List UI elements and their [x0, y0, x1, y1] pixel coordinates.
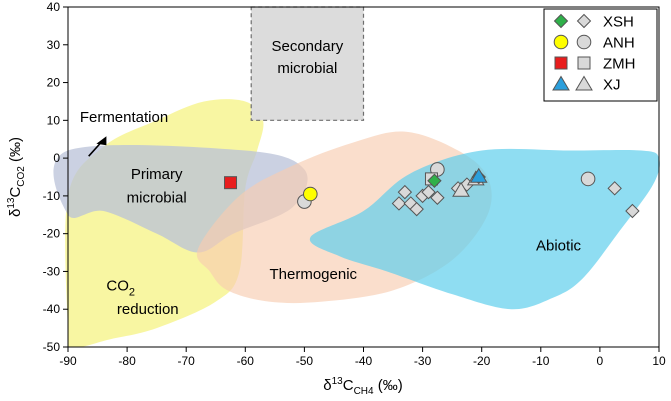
legend-marker-xj	[552, 75, 570, 91]
x-tick-label: -30	[414, 354, 432, 368]
y-tick-label: 30	[47, 38, 61, 52]
y-tick-label: 0	[53, 151, 60, 165]
x-tick-label: -80	[118, 354, 136, 368]
y-tick-label: -20	[43, 227, 61, 241]
point-xsh-grey	[421, 184, 436, 200]
point-xsh	[427, 173, 442, 188]
y-tick-label: -30	[43, 264, 61, 278]
label-co2-reduction: CO2	[106, 277, 135, 298]
secondary-microbial-layer	[250, 6, 365, 121]
point-anh-grey	[580, 171, 596, 187]
region-layer	[53, 99, 660, 348]
y-tick-label: 10	[47, 113, 61, 127]
point-xsh-grey	[607, 181, 622, 196]
legend-marker-zmh	[554, 56, 568, 70]
legend-marker-zmh-grey	[577, 56, 591, 70]
legend-marker-xj-grey	[575, 75, 593, 91]
x-tick-label: -50	[296, 354, 314, 368]
axis-title-layer: δ13CCH4 (‰) δ13CCO2 (‰)	[6, 137, 403, 397]
label-abiotic: Abiotic	[536, 238, 582, 255]
x-tick-label: -90	[59, 354, 77, 368]
y-tick-label: 20	[47, 76, 61, 90]
data-point-layer	[224, 162, 640, 219]
y-tick-label: -50	[43, 340, 61, 354]
x-axis-title: δ13CCH4 (‰)	[323, 376, 403, 397]
legend-marker-xsh	[553, 13, 569, 29]
region-abiotic	[309, 148, 660, 310]
label-primary-microbial: Primary	[131, 166, 183, 183]
legend-marker-anh-grey	[576, 34, 592, 50]
axes-layer: -90 -80 -70 -60 -50 -40 -30 -20 -10 0 10 -50 -40 -30 -…	[43, 0, 666, 368]
point-xj-grey	[452, 181, 470, 197]
y-tick-label: -10	[43, 189, 61, 203]
point-anh	[303, 186, 318, 202]
label-secondary-microbial: Secondary	[271, 38, 343, 55]
point-xsh-grey	[409, 201, 424, 217]
legend-label-anh: ANH	[603, 35, 635, 52]
point-xsh-grey	[430, 190, 445, 205]
region-label-layer: Secondary microbial Primary microbial Thermo…	[80, 38, 582, 318]
label-co2-reduction: reduction	[117, 301, 179, 318]
y-tick-label: -40	[43, 302, 61, 316]
label-thermogenic: Thermogenic	[269, 266, 357, 283]
x-tick-label: -40	[355, 354, 373, 368]
fermentation-arrowhead	[96, 136, 107, 146]
x-tick-label: -60	[237, 354, 255, 368]
legend-label-zmh: ZMH	[603, 56, 636, 73]
point-xsh-grey	[391, 196, 407, 211]
legend: XSH ANH ZMH XJ	[543, 8, 658, 102]
x-tick-label: -10	[532, 354, 550, 368]
legend-marker-anh	[553, 34, 569, 50]
x-tick-label: -70	[178, 354, 196, 368]
legend-label-xsh: XSH	[603, 14, 634, 31]
secondary-microbial-box	[250, 6, 365, 121]
x-tick-label: 0	[597, 354, 604, 368]
point-xsh-grey	[625, 203, 640, 219]
label-secondary-microbial: microbial	[277, 60, 337, 77]
x-tick-label: -20	[473, 354, 491, 368]
point-xj	[469, 167, 488, 183]
label-primary-microbial: microbial	[127, 190, 187, 207]
y-axis-title: δ13CCO2 (‰)	[6, 137, 27, 217]
label-fermentation: Fermentation	[80, 109, 168, 126]
legend-label-xj: XJ	[603, 77, 621, 94]
point-zmh	[224, 176, 238, 190]
point-xsh-grey	[397, 184, 413, 200]
legend-marker-xsh-grey	[576, 13, 592, 29]
x-tick-label: 10	[652, 354, 666, 368]
y-tick-label: 40	[47, 0, 61, 14]
